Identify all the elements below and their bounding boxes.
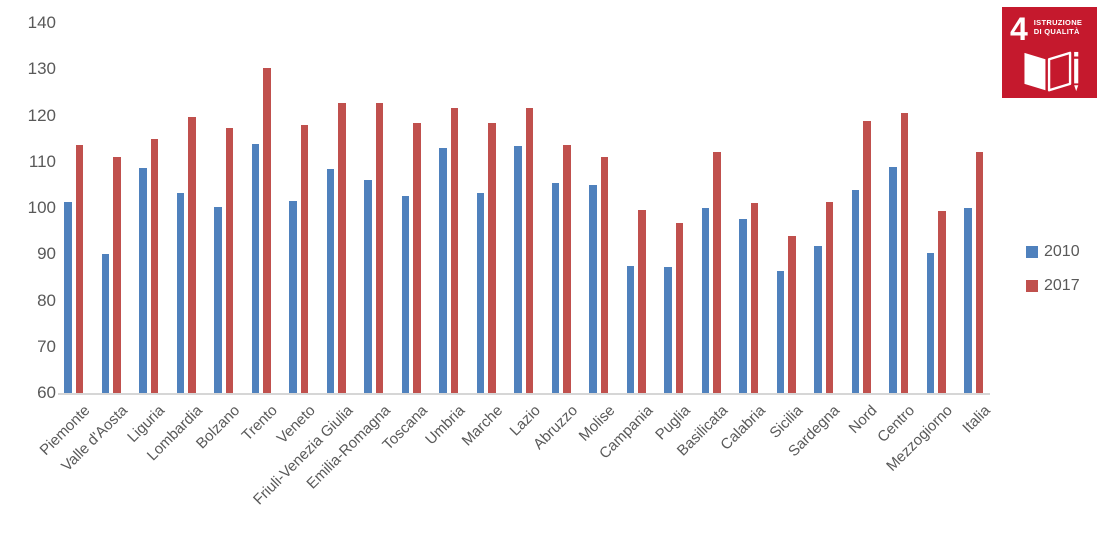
- sdg-goal-title-line2: DI QUALITÀ: [1033, 27, 1080, 36]
- x-axis-category-label: Italia: [959, 402, 994, 437]
- bar-2017-puglia: [675, 222, 683, 393]
- bar-2010-trento: [251, 144, 259, 393]
- legend: 2010 2017: [1026, 243, 1080, 311]
- x-axis-line: [58, 393, 990, 395]
- y-axis-tick-label: 110: [28, 151, 56, 171]
- y-axis-tick-label: 70: [37, 336, 56, 356]
- bar-2010-molise: [589, 185, 597, 393]
- sdg-goal-title-line1: ISTRUZIONE: [1033, 18, 1083, 27]
- bar-2017-calabria: [750, 203, 758, 393]
- legend-item-2010: 2010: [1026, 243, 1080, 261]
- bar-2017-liguria: [150, 138, 158, 393]
- sdg-goal-number: 4: [1010, 11, 1028, 47]
- bar-2010-abruzzo: [551, 183, 559, 393]
- bar-2010-campania: [626, 265, 634, 393]
- bar-2017-emilia-romagna: [375, 103, 383, 393]
- bar-2010-lazio: [514, 146, 522, 393]
- bar-2017-trento: [263, 67, 271, 393]
- bar-2017-basilicata: [713, 151, 721, 393]
- y-axis-tick-label: 140: [27, 13, 56, 32]
- y-axis-tick-label: 130: [27, 59, 56, 79]
- bar-2017-sicilia: [788, 236, 796, 393]
- bar-2017-campania: [638, 210, 646, 393]
- bar-2017-nord: [863, 120, 871, 393]
- bar-2010-marche: [476, 192, 484, 393]
- bar-2017-molise: [600, 156, 608, 393]
- sdg-icon-wrap: [1002, 49, 1097, 98]
- bar-2010-piemonte: [64, 201, 72, 393]
- y-axis-tick-label: 100: [27, 198, 56, 217]
- bar-2017-sardegna: [825, 202, 833, 393]
- bar-2010-calabria: [739, 218, 747, 393]
- open-book-and-pencil-icon: [1023, 51, 1078, 92]
- bar-2010-nord: [851, 190, 859, 393]
- bar-2010-liguria: [139, 167, 147, 393]
- bar-2017-valle-d-aosta: [113, 156, 121, 393]
- bar-2010-centro: [889, 166, 897, 393]
- bar-2010-sardegna: [814, 246, 822, 393]
- bar-2017-veneto: [300, 125, 308, 393]
- bar-2010-lombardia: [176, 193, 184, 393]
- bar-2017-umbria: [450, 108, 458, 393]
- bar-2017-lombardia: [188, 116, 196, 393]
- bar-2017-toscana: [413, 123, 421, 393]
- bar-2010-sicilia: [776, 271, 784, 393]
- bar-2010-basilicata: [701, 207, 709, 393]
- y-axis-tick-label: 90: [37, 244, 56, 264]
- bar-2017-lazio: [525, 108, 533, 393]
- bar-2017-marche: [488, 122, 496, 393]
- bar-2010-italia: [964, 208, 972, 393]
- sdg4-badge: 4 ISTRUZIONE DI QUALITÀ: [1002, 7, 1097, 98]
- legend-swatch-2017: [1026, 280, 1038, 292]
- bar-2017-mezzogiorno: [938, 211, 946, 393]
- legend-label-2017: 2017: [1044, 277, 1080, 294]
- bar-2010-veneto: [289, 200, 297, 393]
- bar-2010-friuli-venezia-giulia: [326, 169, 334, 393]
- bar-2010-toscana: [401, 195, 409, 393]
- bar-2010-valle-d-aosta: [101, 254, 109, 393]
- sdg-goal-title: ISTRUZIONE DI QUALITÀ: [1034, 14, 1082, 36]
- bar-2017-centro: [900, 113, 908, 393]
- bar-2017-italia: [975, 152, 983, 393]
- bar-2010-mezzogiorno: [926, 253, 934, 393]
- legend-swatch-2010: [1026, 246, 1038, 258]
- x-axis-category-label: Marche: [458, 402, 507, 450]
- bar-2010-puglia: [664, 266, 672, 393]
- bar-2010-emilia-romagna: [364, 179, 372, 393]
- bar-2010-bolzano: [214, 206, 222, 393]
- x-axis-category-label: Trento: [238, 402, 282, 445]
- y-axis-tick-label: 60: [37, 383, 56, 402]
- y-axis-tick-label: 120: [27, 105, 56, 125]
- bar-2017-piemonte: [75, 144, 83, 393]
- bar-2017-friuli-venezia-giulia: [338, 103, 346, 393]
- legend-label-2010: 2010: [1044, 243, 1080, 260]
- bar-2010-umbria: [439, 147, 447, 393]
- bar-2017-bolzano: [225, 128, 233, 393]
- y-axis-tick-label: 80: [37, 290, 56, 310]
- sdg-badge-header: 4 ISTRUZIONE DI QUALITÀ: [1002, 7, 1097, 47]
- legend-item-2017: 2017: [1026, 277, 1080, 295]
- bar-2017-abruzzo: [563, 144, 571, 393]
